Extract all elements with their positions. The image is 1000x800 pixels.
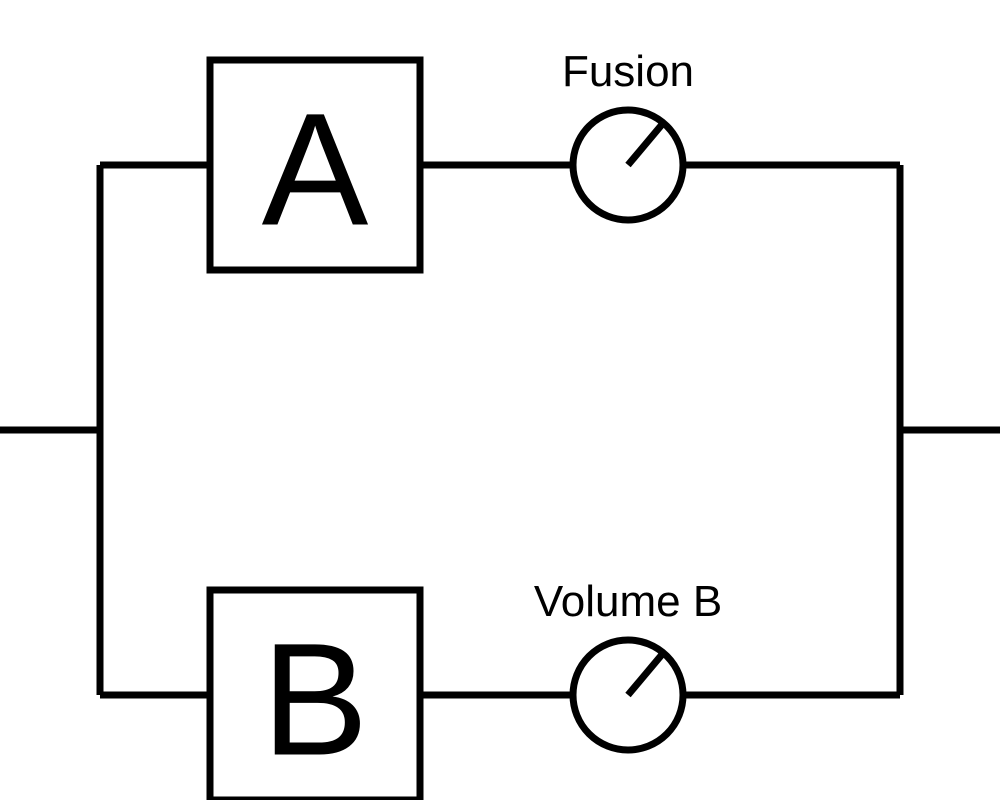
fusion-knob-label: Fusion: [562, 47, 694, 96]
block-b-label: B: [262, 610, 369, 789]
fusion-knob[interactable]: Fusion: [562, 47, 694, 220]
volume-b-knob[interactable]: Volume B: [534, 577, 722, 750]
block-b: B: [210, 590, 420, 800]
wires: [0, 165, 1000, 695]
block-a-label: A: [262, 80, 369, 259]
block-a: A: [210, 60, 420, 270]
signal-diagram: A B Fusion Volume B: [0, 0, 1000, 800]
volume-b-knob-label: Volume B: [534, 577, 722, 626]
